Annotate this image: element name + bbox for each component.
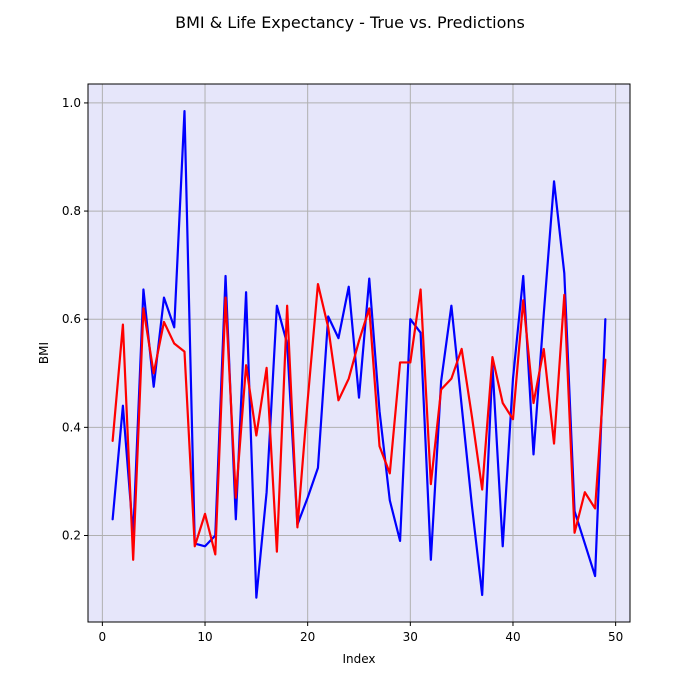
x-tick-label: 50 bbox=[608, 630, 623, 644]
y-axis-label: BMI bbox=[37, 342, 51, 364]
y-tick-label: 0.8 bbox=[62, 204, 81, 218]
y-tick-label: 1.0 bbox=[62, 96, 81, 110]
axis-ticks: 0 10 20 30 40 50 0.2 0.4 0.6 0.8 1.0 bbox=[62, 96, 623, 644]
x-tick-label: 30 bbox=[403, 630, 418, 644]
grid bbox=[88, 84, 630, 622]
series-line-2 bbox=[111, 282, 607, 561]
x-axis-label: Index bbox=[342, 652, 375, 666]
y-tick-label: 0.6 bbox=[62, 312, 81, 326]
x-tick-label: 0 bbox=[99, 630, 107, 644]
x-tick-label: 40 bbox=[505, 630, 520, 644]
chart-title: BMI & Life Expectancy - True vs. Predict… bbox=[175, 13, 525, 32]
series-lines bbox=[111, 109, 607, 599]
plot-border bbox=[87, 83, 631, 623]
y-tick-label: 0.4 bbox=[62, 420, 81, 434]
y-tick-label: 0.2 bbox=[62, 528, 81, 542]
x-tick-label: 20 bbox=[300, 630, 315, 644]
plot-area bbox=[87, 83, 631, 623]
x-tick-label: 10 bbox=[197, 630, 212, 644]
